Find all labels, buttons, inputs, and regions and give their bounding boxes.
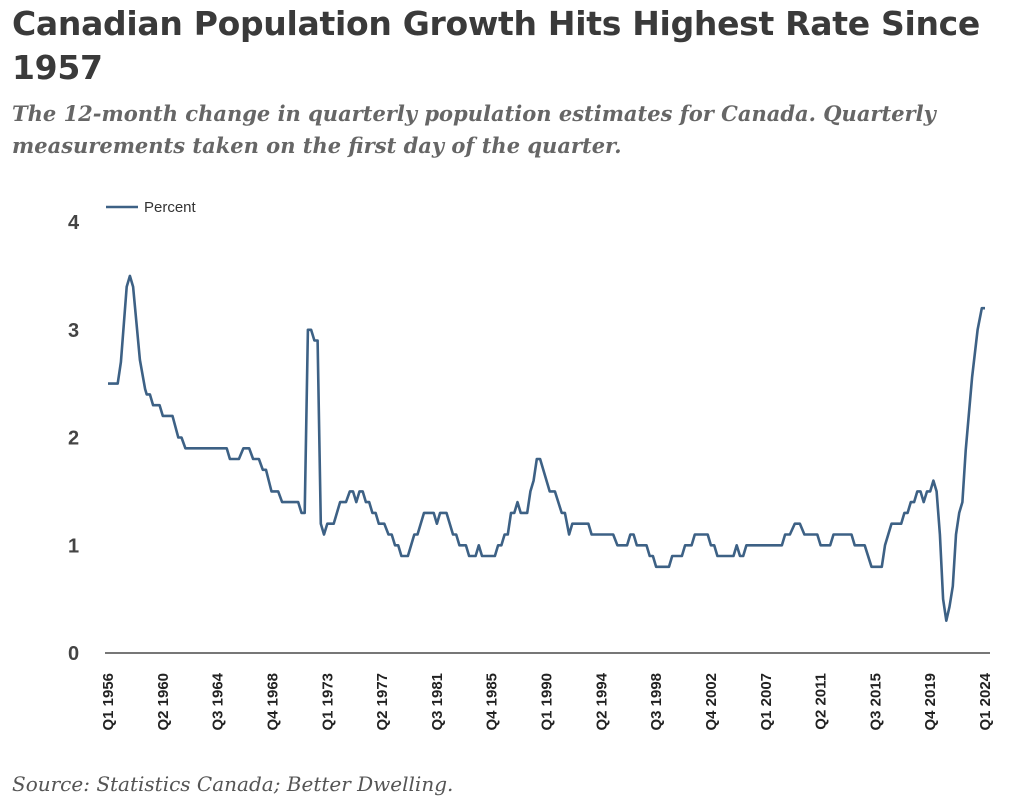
x-tick-label: Q1 1990 xyxy=(539,673,556,731)
x-tick-label: Q1 2024 xyxy=(977,672,994,730)
x-tick-label: Q1 1956 xyxy=(100,673,117,731)
y-tick-label: 0 xyxy=(68,643,79,665)
chart-title: Canadian Population Growth Hits Highest … xyxy=(12,4,981,87)
x-tick-label: Q3 1981 xyxy=(429,673,446,731)
source-note: Source: Statistics Canada; Better Dwelli… xyxy=(12,772,454,796)
series-line-percent xyxy=(108,274,985,622)
x-tick-label: Q2 1960 xyxy=(155,673,172,731)
y-tick-label: 1 xyxy=(68,535,79,557)
x-tick-label: Q1 2007 xyxy=(758,673,775,731)
x-tick-label: Q2 1994 xyxy=(593,672,610,730)
legend-label-percent: Percent xyxy=(144,199,197,216)
y-tick-label: 4 xyxy=(68,212,80,234)
x-axis: Q1 1956 Q2 1960 Q3 1964 Q4 1968 Q1 1973 Q2 19… xyxy=(100,672,994,730)
x-tick-label: Q3 1964 xyxy=(210,672,227,730)
x-tick-label: Q4 1985 xyxy=(484,673,501,731)
x-tick-label: Q3 1998 xyxy=(648,673,665,731)
chart-subtitle: The 12-month change in quarterly populat… xyxy=(12,101,936,158)
y-axis: 0 1 2 3 4 xyxy=(68,212,80,665)
legend: Percent xyxy=(106,199,197,216)
x-tick-label: Q4 2002 xyxy=(703,673,720,731)
y-tick-label: 3 xyxy=(68,320,79,342)
x-tick-label: Q4 2019 xyxy=(922,673,939,731)
x-tick-label: Q1 1973 xyxy=(319,673,336,731)
x-tick-label: Q3 2015 xyxy=(867,673,884,731)
x-tick-label: Q2 1977 xyxy=(374,673,391,731)
y-tick-label: 2 xyxy=(68,428,79,450)
x-tick-label: Q4 1968 xyxy=(264,673,281,731)
x-tick-label: Q2 2011 xyxy=(813,673,830,730)
